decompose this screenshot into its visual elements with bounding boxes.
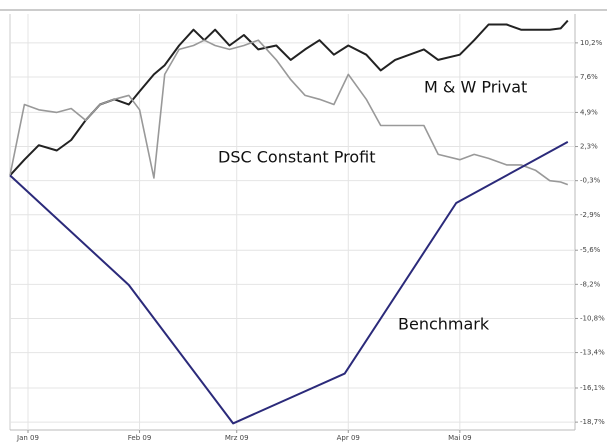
y-tick-label: -10,8% [580,314,605,322]
x-tick-label: Mrz 09 [225,434,249,442]
x-tick-label: Apr 09 [337,434,360,442]
y-tick-label: 7,6% [580,73,598,81]
y-tick-label: 2,3% [580,143,598,151]
x-tick-label: Feb 09 [128,434,152,442]
y-tick-label: -8,2% [580,280,601,288]
x-tick-label: Jan 09 [16,434,39,442]
y-tick-label: -5,6% [580,246,601,254]
y-tick-label: -16,1% [580,384,605,392]
grid [10,14,575,430]
series-line [9,141,569,425]
y-tick-label: -13,4% [580,349,605,357]
x-tick-label: Mai 09 [448,434,471,442]
lines [9,19,569,425]
series-line [9,39,569,186]
annotation: DSC Constant Profit [218,148,375,167]
y-tick-label: -0,3% [580,177,601,185]
annotation: M & W Privat [424,78,527,97]
annotation: Benchmark [398,315,490,334]
y-tick-label: 10,2% [580,39,603,47]
y-tick-label: -2,9% [580,211,601,219]
y-tick-label: 4,9% [580,108,598,116]
y-tick-label: -18,7% [580,418,605,426]
